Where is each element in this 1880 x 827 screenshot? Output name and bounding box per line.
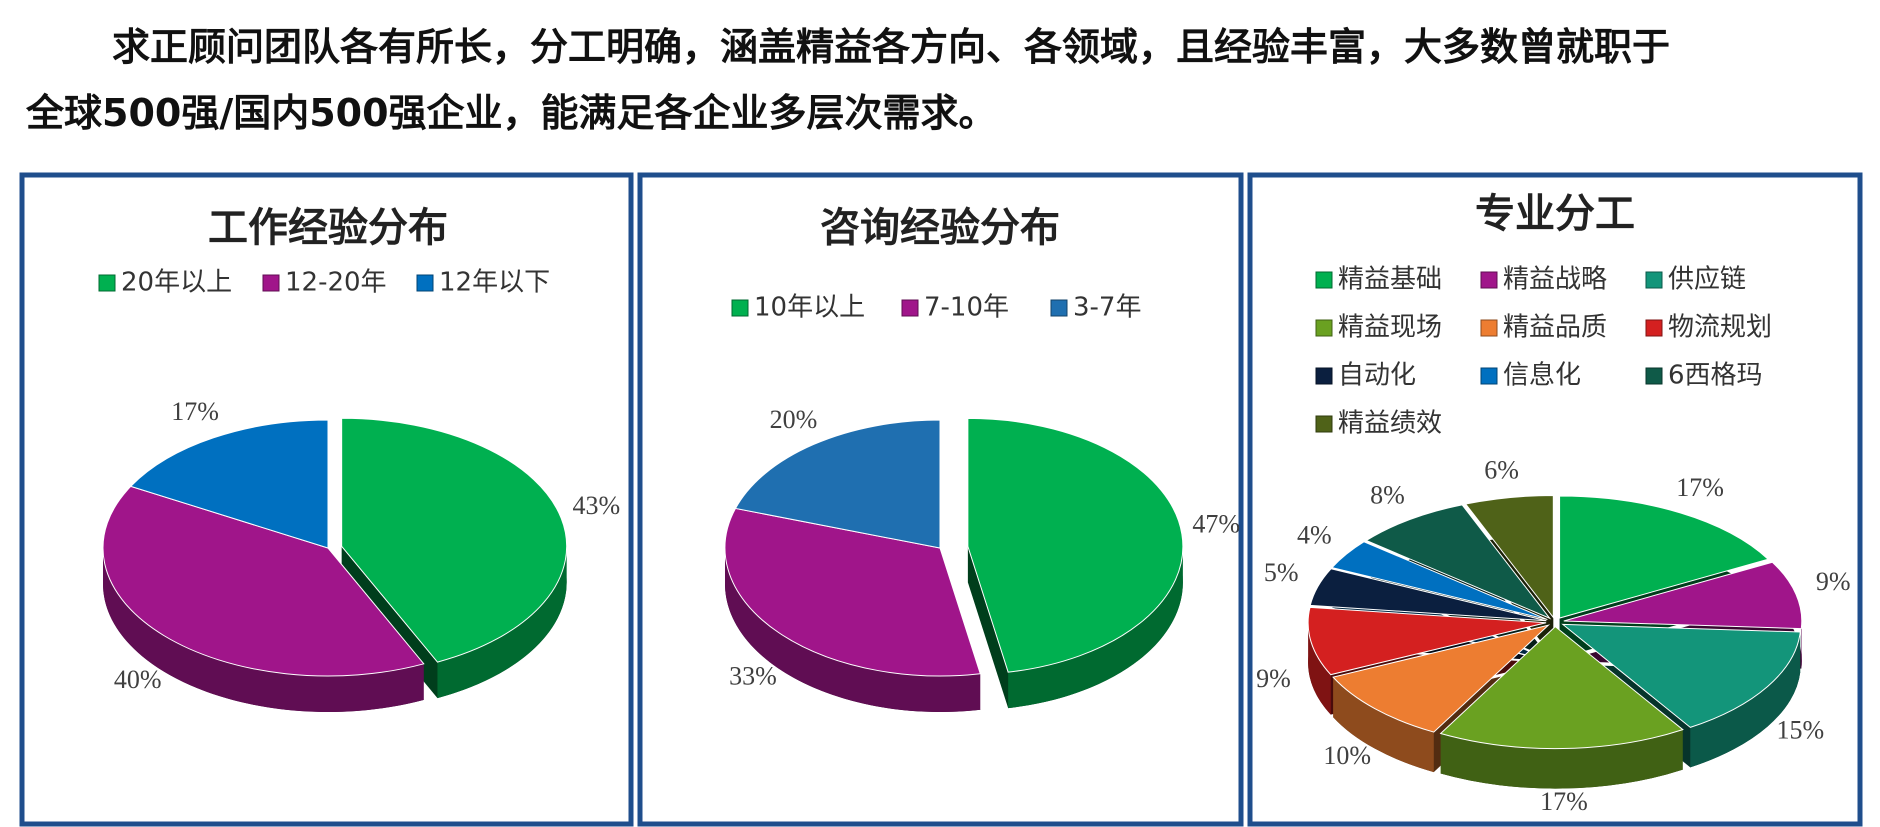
chart-title: 咨询经验分布 [820,205,1060,251]
panel [637,172,1244,827]
paragraph-line: 求正顾问团队各有所长，分工明确，涵盖精益各方向、各领域，且经验丰富，大多数曾就职… [112,25,1671,69]
slice [967,417,1184,673]
data-label: 17% [171,397,219,426]
legend-swatch [98,274,116,292]
legend-label: 3-7年 [1073,293,1141,323]
slice [129,419,329,549]
legend-swatch [416,274,434,292]
slice-side [1008,546,1183,709]
data-label: 10% [1323,741,1371,770]
slice [1331,541,1548,621]
legend-swatch [1480,271,1498,289]
slice [1439,625,1684,750]
panel [1247,172,1863,827]
legend-swatch [1050,299,1068,317]
legend-label: 10年以上 [754,293,865,323]
legend-label: 12年以下 [439,268,550,298]
data-label: 9% [1816,567,1851,596]
panel [19,172,634,827]
legend-label: 精益战略 [1503,265,1607,295]
legend-label: 精益绩效 [1338,409,1442,439]
data-label: 6% [1484,455,1519,484]
legend-label: 6西格玛 [1668,361,1763,391]
paragraph-line: 全球500强/国内500强企业，能满足各企业多层次需求。 [26,91,997,135]
slice [102,485,425,677]
slice [1332,624,1551,733]
legend-label: 精益品质 [1503,313,1607,343]
legend-label: 精益基础 [1338,265,1442,295]
slice [1307,606,1547,676]
legend-swatch [1315,271,1333,289]
data-label: 33% [729,662,777,691]
data-label: 5% [1264,558,1299,587]
data-label: 20% [770,405,818,434]
data-label: 40% [114,665,162,694]
legend-swatch [1315,319,1333,337]
slice-side [103,548,424,712]
legend-swatch [1315,367,1333,385]
legend-swatch [1645,367,1663,385]
legend-label: 20年以上 [121,268,232,298]
data-label: 15% [1777,715,1825,744]
legend-swatch [1315,415,1333,433]
legend-label: 7-10年 [924,293,1009,323]
legend-swatch [731,299,749,317]
chart-title: 专业分工 [1475,191,1635,237]
data-label: 47% [1192,509,1240,538]
slice-side [1690,632,1801,768]
slice [734,419,941,549]
legend-swatch [262,274,280,292]
data-label: 43% [573,491,621,520]
slice [724,507,981,677]
slice [1309,568,1547,622]
legend-swatch [1480,367,1498,385]
data-label: 17% [1540,787,1588,816]
legend-swatch [901,299,919,317]
slice [1559,495,1770,619]
legend-label: 信息化 [1503,361,1581,391]
legend-swatch [1645,319,1663,337]
chart-title: 工作经验分布 [208,205,448,251]
slice [1464,494,1554,619]
legend-swatch [1480,319,1498,337]
slice [1563,561,1803,630]
slice-side [1308,622,1331,715]
data-label: 9% [1256,664,1291,693]
legend-label: 自动化 [1338,361,1416,391]
legend-label: 12-20年 [285,268,387,298]
slice-side [1333,677,1434,773]
slice [341,417,568,663]
slice-side [1440,729,1683,789]
slice [1561,623,1801,728]
legend-label: 精益现场 [1338,313,1442,343]
data-label: 8% [1370,481,1405,510]
legend-label: 物流规划 [1668,313,1772,343]
slice [1365,504,1552,620]
data-label: 17% [1676,473,1724,502]
slice-side [724,548,981,712]
data-label: 4% [1297,521,1332,550]
legend-swatch [1645,271,1663,289]
legend-label: 供应链 [1668,265,1746,295]
slice-side [437,546,567,699]
